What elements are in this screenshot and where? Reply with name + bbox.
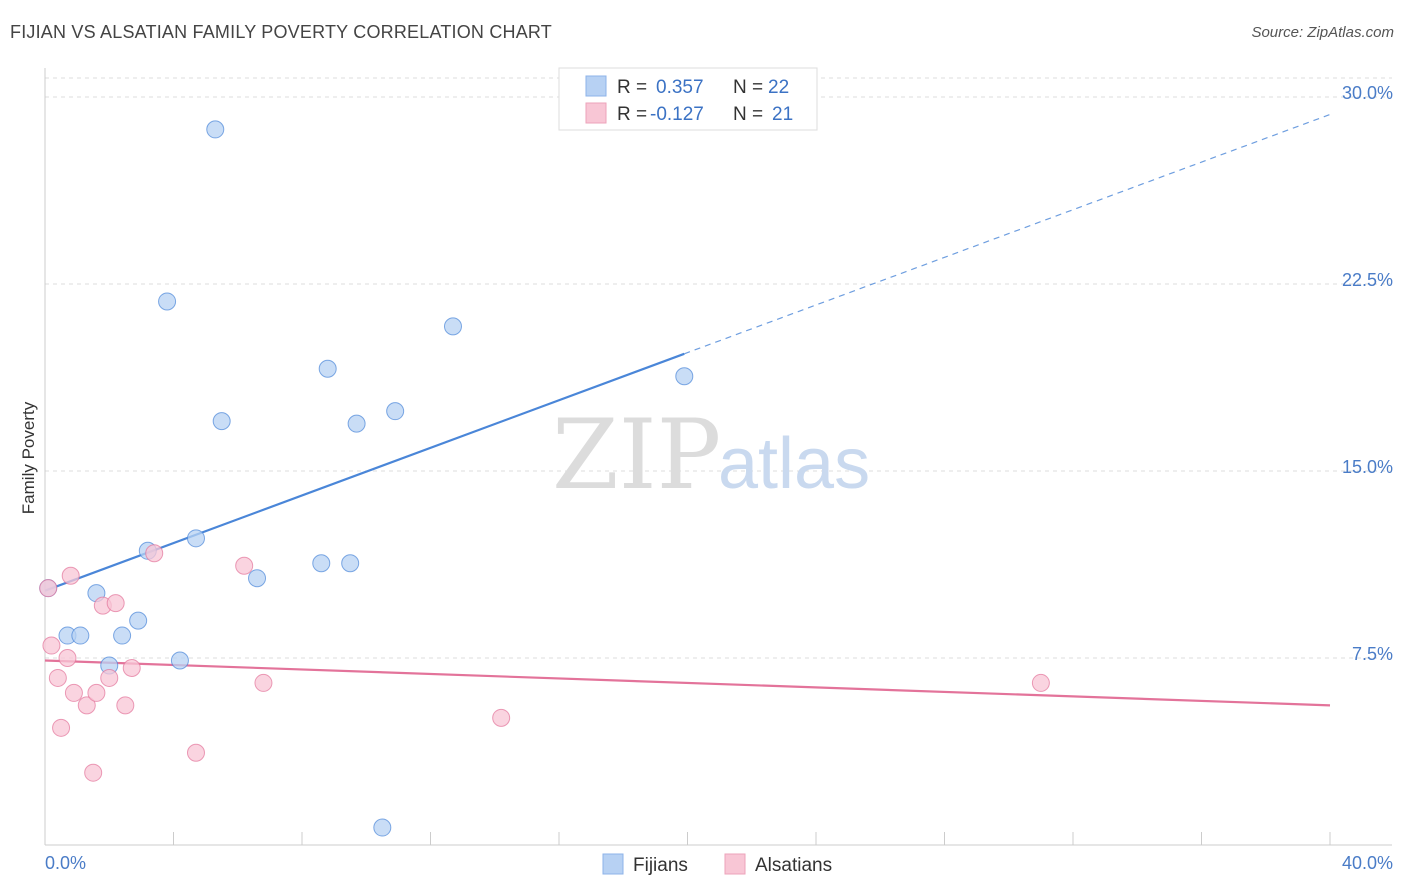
watermark-zip: ZIP: [552, 399, 721, 511]
y-tick-label: 22.5%: [1342, 270, 1393, 290]
y-tick-label: 15.0%: [1342, 457, 1393, 477]
point-alsatians: [77, 696, 96, 715]
x-tick-label: 0.0%: [45, 853, 86, 873]
y-axis-label: Family Poverty: [19, 401, 38, 514]
legend-r-label-2: R =: [617, 104, 647, 125]
chart-title: FIJIAN VS ALSATIAN FAMILY POVERTY CORREL…: [10, 22, 552, 42]
legend-n-label-1: N =: [733, 77, 763, 98]
point-fijians: [186, 529, 205, 548]
point-alsatians: [100, 668, 119, 687]
bottom-legend-swatch-fijians: [602, 853, 624, 875]
point-alsatians: [42, 636, 61, 655]
point-fijians: [675, 367, 694, 386]
axes: [44, 68, 1392, 846]
point-fijians: [206, 120, 225, 139]
point-fijians: [312, 554, 331, 573]
point-alsatians: [186, 743, 205, 762]
legend-swatch-alsatians: [585, 102, 607, 124]
legend-n-label-2: N =: [733, 104, 763, 125]
bottom-legend: Fijians Alsatians: [602, 853, 832, 876]
point-alsatians: [1031, 673, 1050, 692]
point-alsatians: [48, 668, 67, 687]
trend-line-alsatians: [44, 659, 1331, 707]
point-fijians: [158, 292, 177, 311]
point-alsatians: [122, 658, 141, 677]
point-alsatians: [64, 683, 83, 702]
point-alsatians: [61, 566, 80, 585]
x-tick-label: 40.0%: [1342, 853, 1393, 873]
point-alsatians: [52, 718, 71, 737]
legend-n-value-2: 21: [772, 104, 793, 125]
point-fijians: [71, 626, 90, 645]
y-tick-label: 7.5%: [1352, 644, 1393, 664]
bottom-legend-swatch-alsatians: [724, 853, 746, 875]
point-fijians: [129, 611, 148, 630]
legend-r-value-1: 0.357: [656, 77, 704, 98]
point-fijians: [443, 317, 462, 336]
watermark-atlas: atlas: [718, 424, 870, 504]
watermark: ZIP atlas: [552, 399, 870, 511]
legend-swatch-fijians: [585, 75, 607, 97]
point-alsatians: [145, 544, 164, 563]
point-fijians: [113, 626, 132, 645]
point-fijians: [341, 554, 360, 573]
point-alsatians: [106, 594, 125, 613]
point-alsatians: [235, 556, 254, 575]
legend-r-value-2: -0.127: [650, 104, 704, 125]
y-tick-label: 30.0%: [1342, 83, 1393, 103]
bottom-legend-fijians: Fijians: [633, 855, 688, 876]
point-alsatians: [116, 696, 135, 715]
legend: R = 0.357 N = 22 R = -0.127 N = 21: [558, 67, 818, 131]
point-alsatians: [84, 763, 103, 782]
point-alsatians: [254, 673, 273, 692]
legend-n-value-1: 22: [768, 77, 789, 98]
point-fijians: [318, 359, 337, 378]
point-fijians: [212, 412, 231, 431]
point-alsatians: [87, 683, 106, 702]
trend-extension-fijians: [684, 113, 1331, 355]
source-label: Source: ZipAtlas.com: [1251, 24, 1394, 41]
point-fijians: [347, 414, 366, 433]
legend-r-label-1: R =: [617, 77, 647, 98]
point-alsatians: [58, 649, 77, 667]
bottom-legend-alsatians: Alsatians: [755, 855, 832, 876]
point-alsatians: [39, 579, 58, 598]
tick-labels: 7.5% 15.0% 22.5% 30.0% 0.0% 40.0%: [45, 83, 1393, 873]
point-fijians: [386, 402, 405, 421]
point-fijians: [373, 818, 392, 837]
point-alsatians: [492, 708, 511, 727]
data-points: [39, 120, 1050, 837]
point-fijians: [170, 651, 189, 670]
point-fijians: [248, 569, 267, 588]
